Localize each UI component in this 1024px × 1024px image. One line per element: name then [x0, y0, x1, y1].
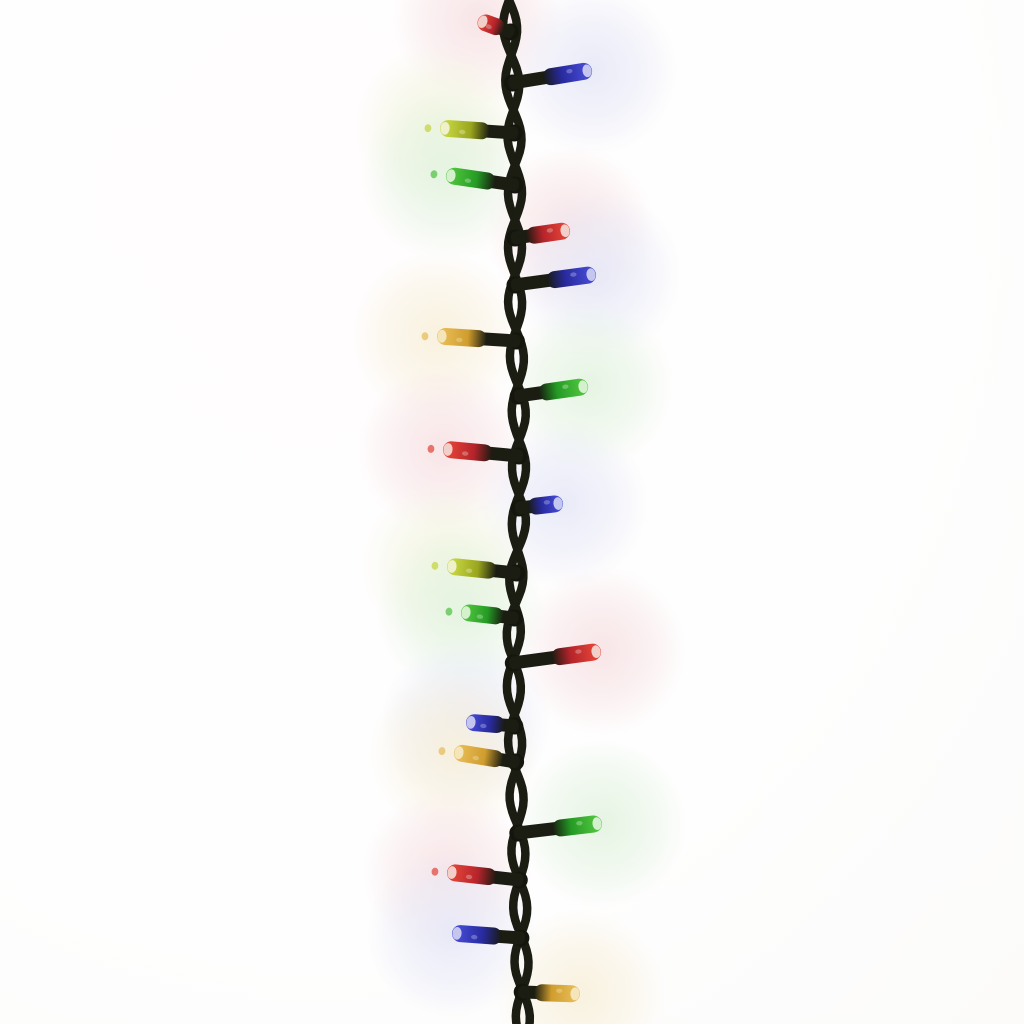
led-bulb-red	[477, 14, 515, 39]
bulb-body	[446, 558, 497, 579]
lens-flare-speck	[424, 124, 432, 133]
led-bulb-amber	[421, 328, 521, 348]
lens-flare-speck	[438, 747, 446, 756]
led-bulb-blue	[508, 62, 593, 90]
led-bulb-red	[509, 643, 602, 670]
bulb-body	[552, 815, 603, 837]
lens-flare-speck	[427, 444, 435, 453]
bulb-tip-highlight	[443, 443, 453, 456]
bulb-tip-highlight	[591, 645, 601, 659]
bulb-body	[465, 714, 505, 734]
bulb-speckle	[465, 874, 473, 880]
bulb-body	[525, 222, 571, 244]
bulb-speckle	[456, 337, 463, 343]
bulb-glow	[516, 566, 686, 736]
bulb-body	[436, 328, 487, 348]
bulb-tip-highlight	[452, 926, 462, 940]
led-bulb-red	[510, 222, 571, 245]
bulb-tip-highlight	[477, 15, 488, 28]
bulb-tip-highlight	[454, 746, 464, 760]
bulb-speckle	[461, 451, 469, 456]
bulb-tip-highlight	[570, 987, 580, 1001]
bulb-tip-highlight	[560, 224, 570, 238]
led-bulb-amber	[518, 984, 581, 1003]
bulb-body	[439, 120, 490, 140]
led-bulb-blue	[514, 495, 564, 515]
led-bulb-blue	[510, 266, 597, 292]
lens-flare-speck	[421, 332, 429, 341]
bulb-speckle	[464, 178, 472, 183]
bulb-tip-highlight	[466, 716, 476, 729]
led-bulb-red	[431, 864, 524, 887]
bulb-speckle	[459, 129, 466, 135]
lens-flare-speck	[430, 170, 438, 179]
bulb-body	[451, 925, 502, 945]
led-bulb-blue	[451, 925, 526, 945]
bulb-tip-highlight	[440, 121, 450, 135]
led-bulb-green	[445, 604, 519, 625]
bulb-tip-highlight	[553, 497, 563, 510]
bulb-speckle	[485, 24, 492, 30]
led-bulb-blue	[465, 714, 519, 734]
bulb-speckle	[562, 384, 569, 389]
bulb-glow	[507, 0, 677, 155]
bulb-body	[460, 604, 504, 625]
bulb-tip-highlight	[582, 64, 592, 78]
bulb-body	[446, 864, 497, 886]
bulb-speckle	[465, 568, 473, 573]
bulb-speckle	[566, 68, 573, 74]
bulb-body	[445, 167, 496, 190]
bulb-tip-highlight	[437, 329, 447, 343]
led-bulb-green	[430, 167, 520, 192]
bulb-speckle	[476, 614, 484, 619]
bulb-speckle	[546, 228, 554, 233]
bulb-speckle	[472, 755, 479, 761]
bulb-tip-highlight	[446, 169, 456, 183]
bulb-speckle	[480, 723, 487, 729]
led-bulb-red	[427, 441, 524, 463]
bulb-tip-highlight	[447, 560, 457, 573]
bulb-speckle	[543, 500, 551, 505]
bulb-speckle	[576, 820, 583, 826]
bulb-speckle	[471, 934, 478, 940]
bulb-body	[551, 643, 602, 666]
bulb-tip-highlight	[578, 380, 588, 394]
bulb-tip-highlight	[586, 268, 596, 282]
bulb-body	[546, 266, 597, 289]
led-bulb-green	[513, 815, 603, 840]
bulb-tip-highlight	[592, 817, 602, 830]
lens-flare-speck	[431, 867, 439, 876]
bulb-tip-highlight	[447, 866, 457, 879]
lens-flare-speck	[445, 607, 453, 616]
bulb-speckle	[570, 272, 577, 277]
bulb-body	[542, 62, 593, 86]
led-bulb-green	[513, 378, 589, 403]
led-bulb-lime	[424, 120, 519, 140]
bulb-body	[538, 378, 589, 401]
bulb-tip-highlight	[461, 606, 471, 619]
bulb-speckle	[575, 649, 582, 654]
bulb-body	[442, 441, 493, 462]
lens-flare-speck	[431, 561, 439, 570]
led-bulb-lime	[431, 558, 521, 580]
led-bulb-amber	[438, 744, 520, 769]
bulb-body	[533, 984, 581, 1003]
bulb-body	[453, 744, 504, 768]
bulb-speckle	[556, 988, 563, 993]
